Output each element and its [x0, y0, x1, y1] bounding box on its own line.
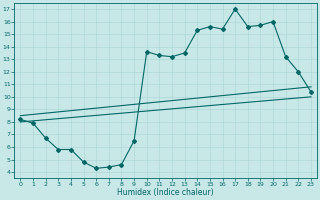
- X-axis label: Humidex (Indice chaleur): Humidex (Indice chaleur): [117, 188, 214, 197]
